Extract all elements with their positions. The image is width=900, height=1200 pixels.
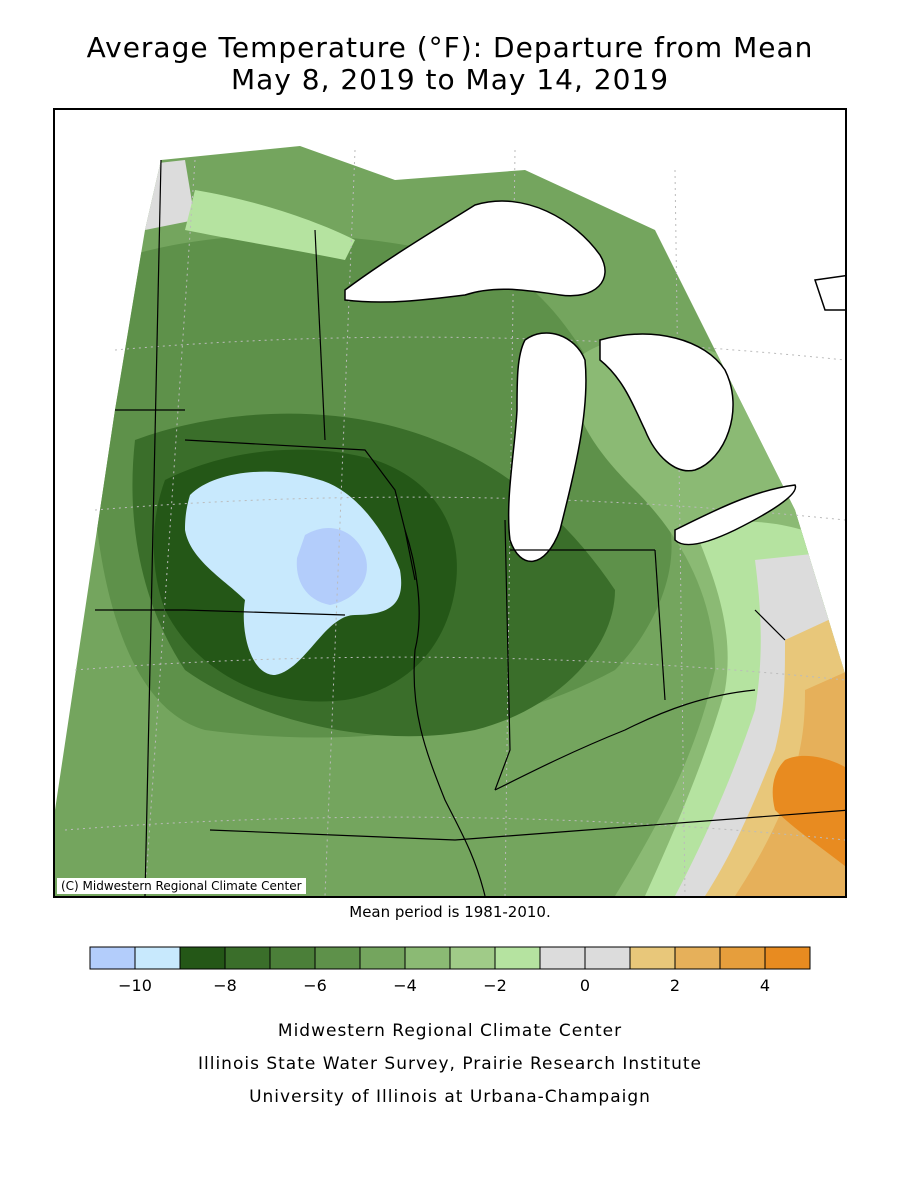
zone-north-gray	[95, 160, 195, 230]
legend-tick-label: −2	[483, 976, 507, 995]
legend-bin	[719, 946, 766, 970]
legend-tick-label: 4	[759, 976, 771, 995]
temperature-map	[55, 146, 845, 896]
legend-bin	[494, 946, 541, 970]
legend-bin	[134, 946, 181, 970]
border-mn-wi	[314, 229, 326, 441]
legend-tick-label: −4	[393, 976, 417, 995]
color-legend	[89, 946, 811, 970]
map-panel: (C) Midwestern Regional Climate Center	[53, 108, 847, 898]
border-il-in	[494, 519, 511, 791]
legend-bin	[674, 946, 721, 970]
lake-huron	[599, 333, 734, 472]
legend-tick-label: −10	[118, 976, 152, 995]
border-ia-mo	[184, 609, 346, 616]
legend-bin	[224, 946, 271, 970]
legend-tick-label: −8	[213, 976, 237, 995]
legend-bin	[269, 946, 316, 970]
zone-minus11	[296, 527, 367, 605]
lake-superior	[344, 200, 606, 303]
legend-bin	[314, 946, 361, 970]
lake-ontario-part	[814, 274, 845, 311]
legend-bin	[539, 946, 586, 970]
legend-bin	[629, 946, 676, 970]
map-copyright: (C) Midwestern Regional Climate Center	[57, 878, 306, 894]
legend-bin	[449, 946, 496, 970]
legend-tick-label: 2	[669, 976, 681, 995]
legend-bin	[584, 946, 631, 970]
map-title: Average Temperature (°F): Departure from…	[86, 31, 814, 64]
legend-bin	[89, 946, 136, 970]
legend-bin	[179, 946, 226, 970]
zone-north-light	[185, 190, 355, 260]
legend-bin	[764, 946, 811, 970]
credit-isws: Illinois State Water Survey, Prairie Res…	[198, 1054, 702, 1074]
border-mn-ia	[184, 439, 416, 581]
legend-tick-label: 0	[579, 976, 591, 995]
legend-tick-labels: −10 −8 −6 −4 −2 0 2 4	[0, 976, 900, 998]
zone-minus10	[185, 471, 402, 675]
border-ohio-river	[494, 689, 756, 791]
border-south	[209, 809, 845, 841]
state-borders	[95, 159, 845, 896]
legend-bin	[359, 946, 406, 970]
border-oh-in	[654, 549, 666, 701]
map-date-range: May 8, 2019 to May 14, 2019	[230, 63, 670, 96]
credit-mrcc: Midwestern Regional Climate Center	[277, 1021, 623, 1041]
border-dakotas-mn	[144, 159, 162, 896]
lake-erie	[674, 484, 797, 546]
credit-uiuc: University of Illinois at Urbana-Champai…	[249, 1087, 651, 1107]
legend-tick-label: −6	[303, 976, 327, 995]
mean-period-note: Mean period is 1981-2010.	[349, 903, 551, 921]
great-lakes	[344, 200, 845, 562]
lake-michigan	[507, 332, 587, 562]
legend-bin	[404, 946, 451, 970]
border-oh-pa	[754, 609, 786, 641]
